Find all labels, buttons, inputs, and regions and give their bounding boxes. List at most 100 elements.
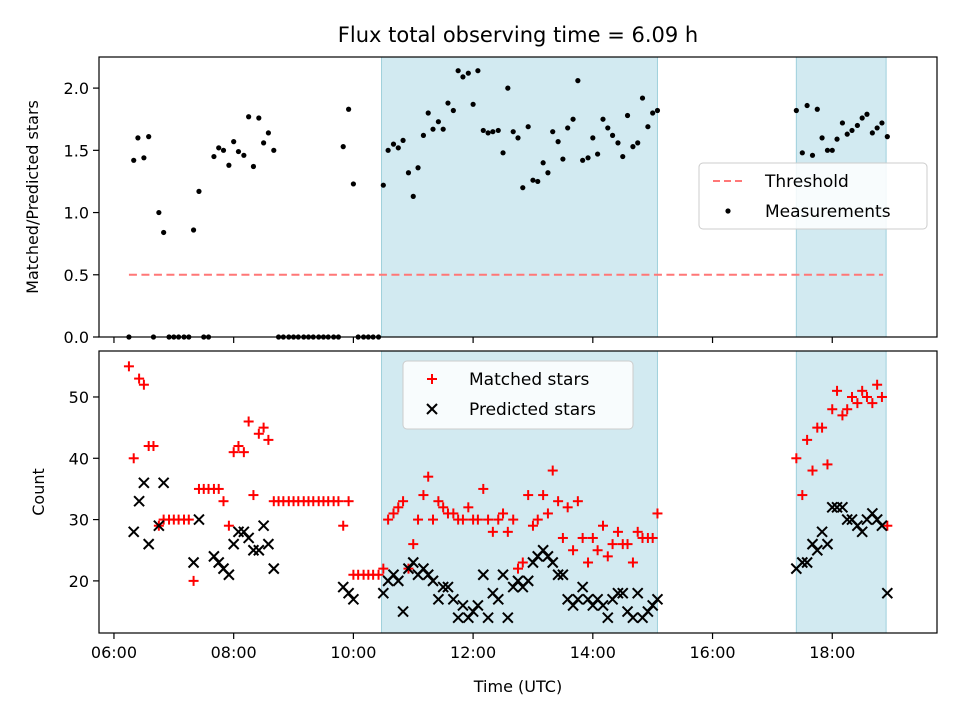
data-point-0-58 [413,514,424,525]
data-point-0-121 [864,111,870,117]
data-point-0-96 [605,125,611,131]
data-point-0-82 [535,178,541,185]
bottom-panel-x-ticks: 06:00 08:00 10:00 12:00 14:00 16:00 18:00 [91,633,855,662]
y-tick-label-2: 1.0 [64,204,89,223]
bottom-panel-y-ticks: 20 30 40 50 [69,388,99,591]
legend-marker-0 [427,374,437,384]
top-panel-frame [98,56,938,338]
data-point-0-19 [218,496,229,507]
x-tick-label-1: 08:00 [211,643,257,662]
x-tick-label-4: 14:00 [570,643,616,662]
data-point-0-100 [622,539,633,550]
measurements-points [126,68,890,340]
data-point-0-72 [485,130,491,136]
x-tick-label-6: 18:00 [809,643,855,662]
top-panel: 0.00.51.01.52.0 Matched/Predicted stars … [23,56,938,347]
data-point-0-42 [333,496,344,507]
data-point-0-53 [390,141,397,147]
data-point-0-7 [161,229,167,236]
data-point-0-75 [500,150,506,156]
data-point-0-5 [148,441,159,452]
x-tick-label-2: 10:00 [330,643,376,662]
data-point-0-14 [196,188,202,194]
data-point-0-125 [884,134,890,140]
y-tick-label-2: 40 [69,449,89,468]
data-point-0-60 [425,110,431,116]
data-point-0-59 [418,490,429,501]
data-point-0-123 [874,125,880,131]
data-point-0-51 [380,182,386,188]
data-point-0-118 [847,391,858,402]
data-point-0-68 [463,502,474,513]
data-point-0-23 [238,447,249,458]
data-point-1-30 [407,556,419,569]
legend-label-0: Threshold [764,172,849,192]
data-point-0-74 [495,127,501,134]
bottom-panel-frame [98,350,938,634]
data-point-1-79 [651,593,664,605]
data-point-0-122 [867,398,878,409]
data-point-1-69 [602,611,614,624]
legend-marker-1 [725,208,731,214]
data-point-1-24 [377,587,390,599]
data-point-0-62 [433,496,444,507]
data-point-0-93 [590,135,596,141]
chart-title: Flux total observing time = 6.09 h [338,23,698,47]
data-point-0-101 [630,144,636,150]
data-point-0-1 [131,157,137,163]
data-point-1-64 [576,581,589,593]
data-point-0-66 [455,68,461,74]
y-tick-label-3: 1.5 [64,141,89,160]
data-point-0-98 [612,526,623,537]
data-point-0-77 [508,514,519,525]
data-point-0-95 [600,116,606,122]
data-point-1-17 [253,544,265,556]
data-point-0-25 [250,163,257,170]
data-point-1-2 [138,477,150,489]
shaded-interval-0 [381,56,658,338]
data-point-0-57 [408,539,419,550]
data-point-0-110 [809,152,816,158]
x-tick-label-0: 06:00 [91,643,137,662]
data-point-0-20 [223,520,234,531]
data-point-0-43 [340,144,346,150]
data-point-1-28 [397,605,409,618]
data-point-1-75 [632,587,644,599]
data-point-0-120 [859,115,865,121]
data-point-1-93 [856,526,868,538]
data-point-0-65 [450,107,456,114]
data-point-0-52 [383,514,394,525]
top-panel-y-ticks: 0.0 0.5 1.0 1.5 2.0 [64,79,99,347]
data-point-0-85 [550,129,556,135]
data-point-0-125 [882,520,893,531]
data-point-0-78 [515,135,521,141]
data-point-1-89 [836,501,849,514]
data-point-0-122 [869,130,875,136]
data-point-1-45 [482,611,494,624]
data-point-0-80 [523,490,534,501]
data-point-0-84 [545,170,551,176]
data-point-0-57 [410,193,416,199]
top-panel-y-label: Matched/Predicted stars [23,100,42,294]
data-point-0-116 [839,120,846,126]
data-point-0-118 [849,127,855,134]
data-point-0-75 [498,508,509,519]
data-point-0-73 [487,526,498,537]
data-point-1-47 [492,593,504,605]
data-point-0-50 [373,569,384,580]
data-point-1-40 [457,599,469,612]
data-point-0-117 [844,131,850,137]
data-point-0-121 [861,391,872,402]
data-point-0-110 [807,465,818,476]
y-tick-label-0: 20 [69,572,89,591]
data-point-0-97 [609,132,616,138]
data-point-1-3 [142,538,155,550]
data-point-0-67 [460,74,466,80]
data-point-0-124 [876,391,887,402]
y-tick-label-3: 50 [69,388,89,407]
data-point-0-22 [235,148,242,155]
data-point-0-98 [615,140,621,146]
x-tick-label-5: 16:00 [689,643,735,662]
data-point-0-89 [570,116,576,122]
data-point-1-4 [153,520,165,532]
